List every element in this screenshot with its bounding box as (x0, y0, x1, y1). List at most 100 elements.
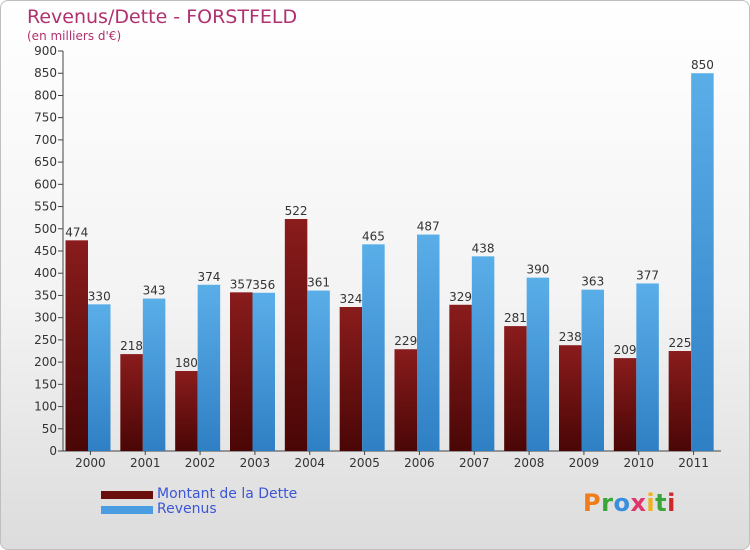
logo-letter: P (583, 489, 602, 517)
y-tick-label: 800 (34, 88, 57, 102)
value-label-revenus: 487 (417, 220, 440, 234)
bar-revenus (307, 290, 330, 451)
bar-dette (504, 326, 527, 451)
value-label-revenus: 343 (143, 284, 166, 298)
x-tick-label: 2006 (404, 456, 435, 470)
bar-revenus (471, 256, 495, 451)
x-tick-label: 2011 (678, 456, 709, 470)
value-label-dette: 329 (449, 290, 472, 304)
y-tick-label: 0 (49, 444, 57, 458)
bar-dette (175, 371, 198, 451)
y-tick-label: 850 (34, 66, 57, 80)
value-label-dette: 357 (230, 277, 253, 291)
legend-label-dette: Montant de la Dette (157, 486, 298, 502)
value-label-dette: 180 (175, 356, 198, 370)
value-label-dette: 474 (65, 225, 88, 239)
y-tick-label: 750 (34, 111, 57, 125)
logo-letter: i (646, 489, 656, 517)
legend-item-revenus: Revenus (101, 502, 297, 517)
value-label-revenus: 363 (581, 275, 604, 289)
y-tick-label: 200 (34, 355, 57, 369)
x-tick-label: 2003 (240, 456, 271, 470)
legend-label-revenus: Revenus (157, 501, 217, 517)
logo-letter: r (601, 489, 614, 517)
value-label-dette: 218 (120, 339, 143, 353)
value-label-dette: 238 (559, 330, 582, 344)
bar-dette (613, 358, 637, 451)
value-labels: 474 218 180 357 522 324 229 329 281 238 209 225 330 3… (65, 58, 714, 370)
bar-dette (449, 304, 472, 451)
x-tick-label: 2000 (75, 456, 106, 470)
x-tick-label: 2009 (569, 456, 600, 470)
y-tick-label: 900 (34, 44, 57, 58)
x-tick-label: 2008 (514, 456, 545, 470)
bar-revenus (197, 284, 221, 451)
x-tick-label: 2002 (185, 456, 216, 470)
y-tick-label: 550 (34, 200, 57, 214)
bar-revenus (362, 244, 385, 451)
bar-revenus (526, 277, 550, 451)
bar-dette (339, 307, 363, 451)
y-tick-label: 700 (34, 133, 57, 147)
logo-letter: t (655, 489, 668, 517)
value-label-dette: 281 (504, 311, 527, 325)
legend: Montant de la Dette Revenus (101, 487, 297, 517)
chart-title: Revenus/Dette - FORSTFELD (27, 6, 298, 28)
value-label-dette: 209 (614, 343, 637, 357)
proxiti-logo: Proxiti (583, 489, 676, 517)
value-label-revenus: 374 (197, 270, 220, 284)
bar-dette (230, 292, 253, 451)
value-label-dette: 522 (285, 204, 308, 218)
y-tick-label: 50 (42, 422, 57, 436)
value-label-revenus: 390 (526, 263, 549, 277)
value-label-dette: 225 (668, 336, 691, 350)
bar-revenus (252, 292, 275, 451)
axes: 0 50 100 150 200 250 300 350 400 450 500 550 600 650 7… (34, 44, 721, 470)
x-tick-label: 2004 (294, 456, 325, 470)
bar-dette (284, 219, 308, 451)
value-label-revenus: 377 (636, 268, 659, 282)
bar-revenus (691, 73, 714, 451)
value-label-revenus: 438 (472, 241, 495, 255)
value-label-revenus: 465 (362, 229, 385, 243)
bars (65, 73, 714, 451)
y-tick-label: 150 (34, 377, 57, 391)
logo-letter: x (630, 489, 647, 517)
y-tick-label: 500 (34, 222, 57, 236)
y-tick-label: 400 (34, 266, 57, 280)
legend-swatch-dette (101, 490, 153, 499)
x-tick-label: 2005 (349, 456, 380, 470)
bar-dette (559, 345, 582, 451)
x-tick-label: 2001 (130, 456, 161, 470)
bar-revenus (142, 298, 166, 451)
logo-letter: i (667, 489, 676, 517)
legend-item-dette: Montant de la Dette (101, 487, 297, 502)
y-tick-label: 450 (34, 244, 57, 258)
value-label-dette: 229 (394, 334, 417, 348)
value-label-dette: 324 (339, 292, 362, 306)
bar-dette (65, 240, 88, 451)
x-tick-label: 2010 (623, 456, 654, 470)
x-tick-label: 2007 (459, 456, 490, 470)
value-label-revenus: 361 (307, 276, 330, 290)
bar-revenus (88, 304, 111, 451)
bar-dette (120, 354, 143, 451)
bar-revenus (581, 289, 604, 451)
value-label-revenus: 356 (252, 278, 275, 292)
y-tick-label: 650 (34, 155, 57, 169)
bar-revenus (417, 234, 440, 451)
chart-subtitle: (en milliers d'€) (27, 29, 122, 43)
y-tick-label: 250 (34, 333, 57, 347)
bar-dette (668, 351, 692, 451)
y-tick-label: 300 (34, 311, 57, 325)
bar-revenus (636, 283, 659, 451)
value-label-revenus: 850 (691, 58, 714, 72)
y-tick-label: 350 (34, 288, 57, 302)
value-label-revenus: 330 (88, 289, 111, 303)
y-tick-label: 100 (34, 400, 57, 414)
y-tick-label: 600 (34, 177, 57, 191)
legend-swatch-revenus (101, 505, 153, 514)
bar-dette (394, 349, 417, 451)
